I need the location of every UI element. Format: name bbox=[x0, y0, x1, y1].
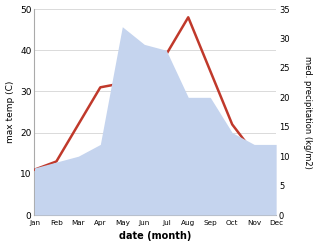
Y-axis label: max temp (C): max temp (C) bbox=[5, 81, 15, 143]
Y-axis label: med. precipitation (kg/m2): med. precipitation (kg/m2) bbox=[303, 56, 313, 168]
X-axis label: date (month): date (month) bbox=[119, 231, 191, 242]
